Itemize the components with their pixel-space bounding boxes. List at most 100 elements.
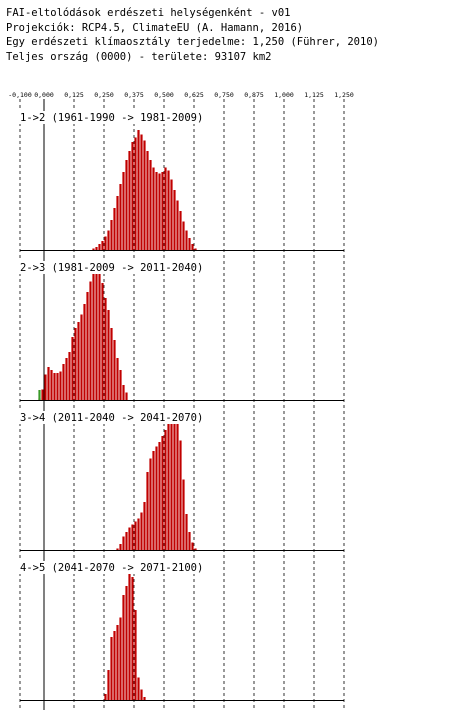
panel-label-background <box>18 411 206 424</box>
histogram-bar <box>167 170 170 250</box>
histogram-bar <box>131 524 134 550</box>
class-width-line: Egy erdészeti klímaosztály terjedelme: 1… <box>6 36 379 48</box>
histogram-bar <box>104 236 107 250</box>
histogram-bar <box>146 472 149 550</box>
x-axis-ticks: -0,100 0,000 0,125 0,250 0,375 0,500 0,625 0,75… <box>8 91 354 99</box>
histogram-bar <box>134 137 137 250</box>
histogram-bar <box>170 415 173 550</box>
histogram-bar <box>131 142 134 250</box>
histogram-bar <box>128 527 131 550</box>
histogram-bar <box>83 304 86 400</box>
histogram-bar <box>152 451 155 550</box>
histogram-bar <box>101 283 104 400</box>
histogram-bar <box>104 694 107 700</box>
histogram-bar <box>122 172 125 250</box>
histogram-bar <box>98 272 101 400</box>
histogram-bar <box>122 595 125 700</box>
area-line: Teljes ország (0000) - területe: 93107 k… <box>6 50 272 63</box>
histogram-bar <box>107 670 110 700</box>
histogram-bar <box>182 479 185 550</box>
histogram-bar <box>110 637 113 700</box>
histogram-bar <box>101 241 104 250</box>
histogram-bar <box>65 358 68 400</box>
histogram-bar <box>176 200 179 250</box>
panel-label-background <box>18 561 206 574</box>
histogram-bar <box>125 160 128 250</box>
histogram-bar <box>125 392 128 400</box>
histogram-bar <box>59 371 62 400</box>
histogram-bar <box>155 446 158 550</box>
histogram-bar <box>119 184 122 250</box>
histogram-bar <box>50 370 53 400</box>
histogram-bar <box>149 458 152 550</box>
x-tick-label: 1,000 <box>274 91 294 99</box>
histogram-bar <box>47 367 50 400</box>
histogram-bar <box>194 248 197 250</box>
histogram-bar <box>128 151 131 250</box>
panel-4: 4->5 (2041-2070 -> 2071-2100) <box>18 561 344 701</box>
histogram-bar <box>149 160 152 250</box>
histogram-bar <box>113 340 116 400</box>
panel-3: 3->4 (2011-2040 -> 2041-2070) <box>18 411 344 551</box>
histogram-bar <box>89 281 92 400</box>
histogram-bar <box>191 244 194 250</box>
histogram-bar <box>116 358 119 400</box>
histogram-bar <box>80 314 83 400</box>
x-tick-label: 0,250 <box>94 91 114 99</box>
x-tick-label: 1,250 <box>334 91 354 99</box>
x-tick-label: 0,625 <box>184 91 204 99</box>
histogram-bar <box>71 337 74 400</box>
panel-label-background <box>18 261 206 274</box>
histogram-bar <box>134 521 137 550</box>
x-tick-label: 0,125 <box>64 91 84 99</box>
histogram-bar <box>62 364 65 400</box>
x-tick-label: 0,750 <box>214 91 234 99</box>
histogram-bar <box>134 610 137 700</box>
histogram-bar <box>74 328 77 400</box>
histogram-bar <box>98 244 101 250</box>
histogram-bar <box>119 370 122 400</box>
histogram-bar <box>164 167 167 250</box>
histogram-bar <box>152 167 155 250</box>
histogram-bar <box>107 310 110 400</box>
histogram-bar <box>110 220 113 250</box>
histogram-bar <box>107 230 110 250</box>
histogram-bar <box>191 542 194 550</box>
histogram-bar <box>125 586 128 700</box>
histogram-bar <box>86 292 89 400</box>
histogram-bar <box>158 442 161 550</box>
histogram-bar <box>56 373 59 400</box>
histogram-bar <box>128 565 131 700</box>
panel-label: 2->3 (1981-2009 -> 2011-2040) <box>20 262 203 274</box>
histogram-bar <box>194 548 197 550</box>
histogram-bar <box>137 130 140 250</box>
x-tick-label: -0,100 <box>8 91 32 99</box>
histogram-bar <box>44 374 47 400</box>
histogram-bar <box>140 689 143 700</box>
histogram-bar <box>116 196 119 250</box>
histogram-bar <box>140 512 143 550</box>
histogram-bar <box>122 536 125 550</box>
histogram-bar <box>119 617 122 700</box>
histogram-bar <box>179 440 182 550</box>
panels: 1->2 (1961-1990 -> 1981-2009) 2->3 (1981-… <box>18 111 344 701</box>
histogram-bar <box>113 631 116 700</box>
histogram-bar <box>167 416 170 550</box>
histogram-bar <box>116 548 119 550</box>
histogram-bar <box>179 211 182 250</box>
histogram-bar <box>143 697 146 700</box>
histogram-bar <box>119 544 122 550</box>
panel-1: 1->2 (1961-1990 -> 1981-2009) <box>18 111 344 251</box>
histogram-bar <box>113 208 116 250</box>
histogram-bar <box>173 190 176 250</box>
histogram-bar <box>164 430 167 550</box>
histogram-bar <box>95 266 98 400</box>
negative-shift-bar <box>38 390 41 400</box>
histogram-bar <box>158 173 161 250</box>
histogram-bar <box>137 677 140 700</box>
chart-header: FAI-eltolódások erdészeti helységenként … <box>6 6 446 64</box>
histogram-bar <box>41 389 44 400</box>
histogram-bar <box>68 352 71 400</box>
histogram-bar <box>104 298 107 400</box>
x-tick-label: 0,000 <box>34 91 54 99</box>
